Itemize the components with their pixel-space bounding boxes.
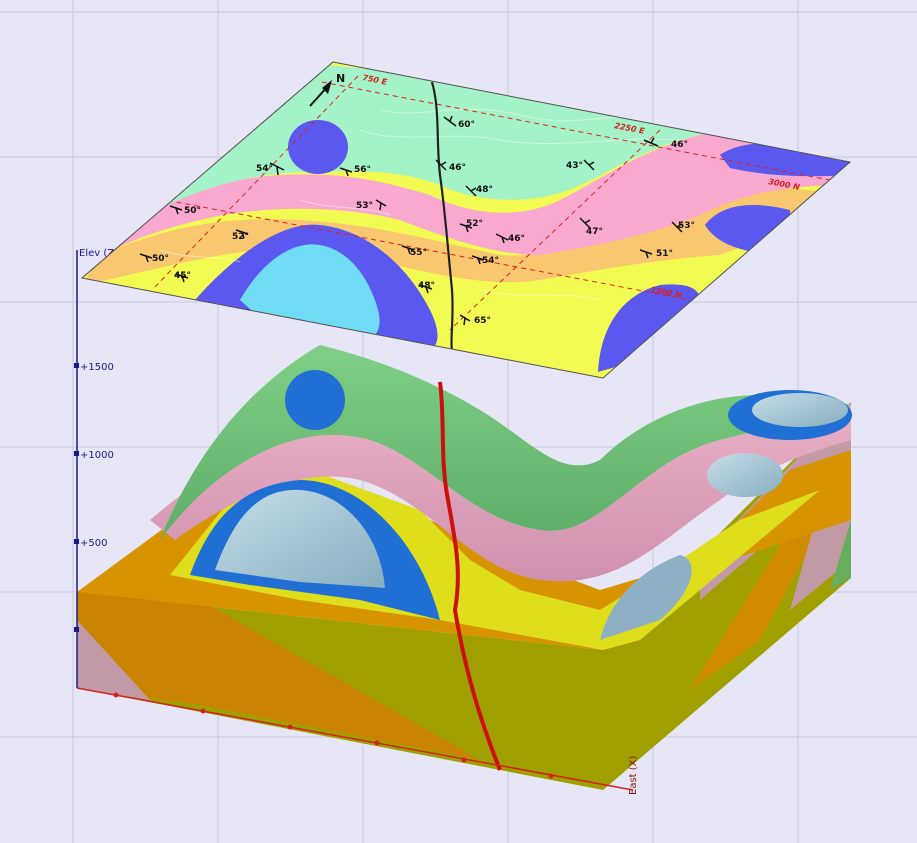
pod-blue-north <box>285 370 345 430</box>
dip-label: 53° <box>678 221 695 231</box>
dip-label: 54° <box>482 256 499 266</box>
dip-label: 47° <box>586 227 603 237</box>
dip-label: 48° <box>418 281 435 291</box>
strike-dip-symbols <box>139 115 683 326</box>
dip-label: 52° <box>232 232 249 242</box>
dip-label: 53° <box>356 201 373 211</box>
block-model <box>77 345 852 790</box>
map-blue-north <box>288 120 348 174</box>
dip-label: 45° <box>174 271 191 281</box>
map-border <box>80 61 852 379</box>
elev-tick-500: +500 <box>80 538 107 549</box>
dip-label: 56° <box>354 165 371 175</box>
surface-pink <box>150 405 851 582</box>
axes <box>74 250 634 791</box>
pod-cyan-northeast <box>752 393 848 427</box>
dip-label: 52° <box>466 219 483 229</box>
dip-label: 55° <box>410 248 427 258</box>
topo-contours <box>159 108 681 301</box>
north-label: N <box>336 72 345 85</box>
pod-cyan-southeast <box>600 555 692 640</box>
map-fault <box>430 81 454 351</box>
elev-tick-1500: +1500 <box>80 362 114 373</box>
dip-label: 60° <box>458 120 475 130</box>
map-unit-pink <box>82 132 850 265</box>
pod-cyan-east <box>707 453 783 497</box>
map-blue-southeast <box>598 284 700 372</box>
dip-label: 46° <box>508 234 525 244</box>
north-arrow-icon <box>309 80 332 107</box>
dip-label: 48° <box>476 185 493 195</box>
dip-label: 54° <box>256 164 273 174</box>
dip-label: 51° <box>656 249 673 259</box>
dip-label: 50° <box>184 206 201 216</box>
dip-label: 43° <box>566 161 583 171</box>
fault-3d <box>438 381 502 771</box>
dip-label: 46° <box>449 163 466 173</box>
elev-tick-1000: +1000 <box>80 450 114 461</box>
map-unit-orange <box>82 187 850 285</box>
front-band-pink <box>77 620 150 700</box>
dip-label: 50° <box>152 254 169 264</box>
dip-labels: 60° 46° 46° 43° 54° 56° 48° 53° 50° 52° … <box>152 120 695 326</box>
side-band-green <box>830 520 851 590</box>
dip-label: 65° <box>474 316 491 326</box>
front-band-orange <box>77 583 480 760</box>
pod-cyan-west <box>215 489 385 588</box>
elev-axis-label: Elev (Z) <box>79 248 118 259</box>
dip-label: 46° <box>671 140 688 150</box>
east-axis-label: East (X) <box>628 755 639 795</box>
